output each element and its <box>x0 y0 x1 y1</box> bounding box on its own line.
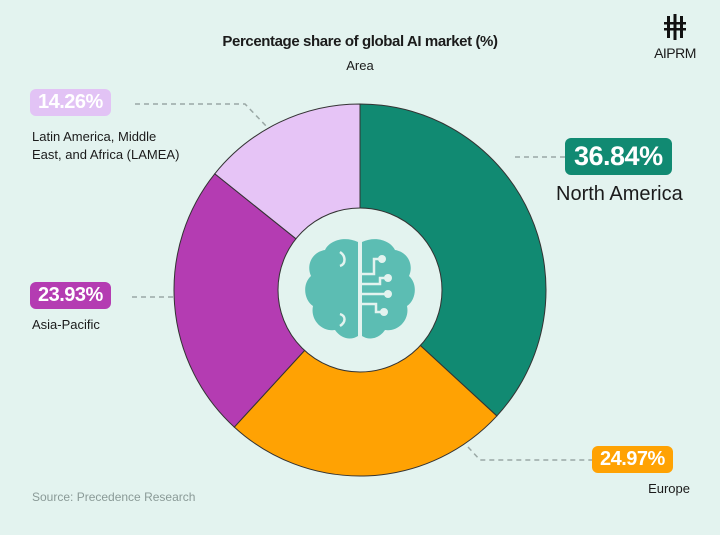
donut-hole <box>277 207 443 373</box>
aiprm-logo-icon <box>664 14 686 40</box>
brain-circuit-icon <box>305 239 415 339</box>
category-label-asia-pacific: Asia-Pacific <box>32 317 100 332</box>
source-note: Source: Precedence Research <box>32 490 196 504</box>
leader-line-europe <box>467 446 592 461</box>
brand-name: AIPRM <box>654 45 696 61</box>
slice-asia-pacific <box>173 173 361 428</box>
value-label-asia-pacific: 23.93% <box>30 282 111 309</box>
value-label-north-america: 36.84% <box>565 138 672 175</box>
category-label-lamea: Latin America, Middle East, and Africa (… <box>32 129 180 162</box>
brand-logo: AIPRM <box>650 14 700 61</box>
leader-line-lamea <box>135 103 269 129</box>
category-label-europe: Europe <box>648 481 690 496</box>
chart-subtitle: Area <box>346 58 374 73</box>
slice-europe <box>233 289 498 477</box>
category-label-north-america: North America <box>556 183 683 205</box>
value-label-europe: 24.97% <box>592 446 673 473</box>
slice-north-america <box>359 103 547 417</box>
chart-title: Percentage share of global AI market (%) <box>222 33 498 50</box>
value-label-lamea: 14.26% <box>30 89 111 116</box>
